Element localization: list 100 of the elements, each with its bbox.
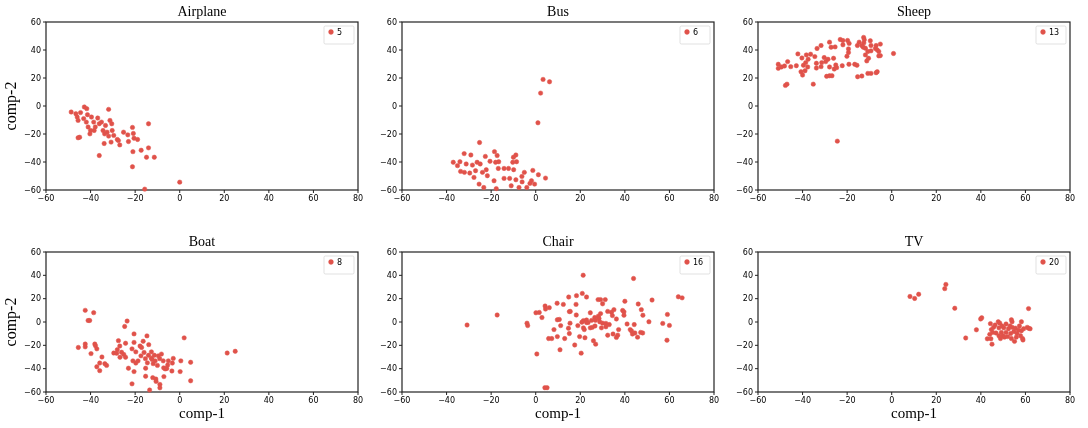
x-tick-label: −40 [438,396,456,405]
y-tick-label: −40 [380,157,397,167]
x-tick-label: 0 [533,194,539,203]
y-tick-label: 20 [742,294,753,304]
legend-label: 5 [337,28,343,37]
x-tick-label: −40 [794,396,812,405]
legend-label: 13 [1049,28,1060,37]
y-tick-label: −60 [736,185,753,195]
y-tick-label: −40 [380,364,397,374]
x-tick-label: −20 [482,396,500,405]
x-tick-label: 20 [219,396,230,405]
x-tick-label: 20 [931,194,942,203]
y-tick-label: −40 [736,364,753,374]
x-tick-label: −20 [838,396,856,405]
x-tick-label: −20 [838,194,856,203]
y-tick-label: 40 [386,45,397,55]
x-tick-label: 40 [619,396,630,405]
y-tick-label: 40 [30,271,41,281]
y-tick-label: 0 [391,101,397,111]
chart-title: Boat [188,234,216,249]
x-tick-label: −40 [794,194,812,203]
x-tick-label: 80 [708,396,720,405]
x-tick-label: −40 [438,194,456,203]
y-tick-label: 0 [747,317,753,327]
x-tick-label: 80 [1064,396,1076,405]
y-tick-label: −20 [736,341,753,351]
x-tick-label: 60 [664,396,675,405]
y-tick-label: 0 [391,317,397,327]
x-tick-label: 20 [575,194,586,203]
legend-label: 6 [693,28,699,37]
x-tick-label: 40 [975,194,986,203]
y-tick-label: −40 [24,157,41,167]
x-tick-label: 60 [664,194,675,203]
y-tick-label: −40 [24,364,41,374]
x-tick-label: 20 [575,396,586,405]
x-tick-label: 40 [975,396,986,405]
y-tick-label: 0 [35,101,41,111]
x-tick-label: 0 [889,396,895,405]
x-tick-label: 60 [308,396,319,405]
y-tick-label: 60 [30,247,41,257]
x-tick-label: 80 [352,194,364,203]
x-tick-label: 80 [708,194,720,203]
x-tick-label: 60 [1020,396,1031,405]
x-tick-label: 40 [263,396,274,405]
x-tick-label: −20 [482,194,500,203]
y-tick-label: −20 [736,129,753,139]
x-tick-label: 0 [177,396,183,405]
y-tick-label: 60 [742,17,753,27]
y-tick-label: 0 [747,101,753,111]
y-tick-label: 40 [386,271,397,281]
chart-title: TV [904,234,924,249]
y-tick-label: 60 [386,17,397,27]
x-tick-label: 60 [1020,194,1031,203]
y-tick-label: −20 [380,129,397,139]
y-tick-label: −20 [24,129,41,139]
x-tick-label: 80 [1064,194,1076,203]
x-tick-label: 0 [533,396,539,405]
y-tick-label: −60 [24,185,41,195]
y-tick-label: −20 [380,341,397,351]
x-axis-title: comp-1 [891,405,937,421]
y-tick-label: 40 [742,271,753,281]
x-tick-label: −40 [82,396,100,405]
chart-title: Chair [542,234,574,249]
legend-label: 8 [337,258,343,267]
legend-label: 16 [693,258,704,267]
x-axis-title: comp-1 [179,405,225,421]
y-tick-label: −60 [380,387,397,397]
legend-label: 20 [1049,258,1060,267]
y-tick-label: −60 [736,387,753,397]
y-tick-label: 60 [742,247,753,257]
x-tick-label: 0 [177,194,183,203]
y-tick-label: −60 [380,185,397,195]
x-tick-label: −40 [82,194,100,203]
x-tick-label: 40 [619,194,630,203]
y-tick-label: −40 [736,157,753,167]
x-tick-label: 20 [219,194,230,203]
x-tick-label: 60 [308,194,319,203]
x-tick-label: 40 [263,194,274,203]
y-axis-title: comp-2 [2,81,20,131]
y-tick-label: 40 [742,45,753,55]
y-tick-label: 20 [30,73,41,83]
chart-title: Sheep [896,4,932,19]
y-tick-label: 0 [35,317,41,327]
x-tick-label: 80 [352,396,364,405]
y-tick-label: 60 [30,17,41,27]
y-tick-label: 20 [742,73,753,83]
chart-title: Airplane [177,4,227,19]
x-tick-label: 0 [889,194,895,203]
y-tick-label: −60 [24,387,41,397]
x-axis-title: comp-1 [535,405,581,421]
y-tick-label: 40 [30,45,41,55]
x-tick-label: 20 [931,396,942,405]
chart-title: Bus [547,4,569,19]
y-tick-label: 20 [386,73,397,83]
x-tick-label: −20 [126,194,144,203]
x-tick-label: −20 [126,396,144,405]
y-tick-label: −20 [24,341,41,351]
y-axis-title: comp-2 [2,297,20,347]
y-tick-label: 20 [386,294,397,304]
y-tick-label: 20 [30,294,41,304]
